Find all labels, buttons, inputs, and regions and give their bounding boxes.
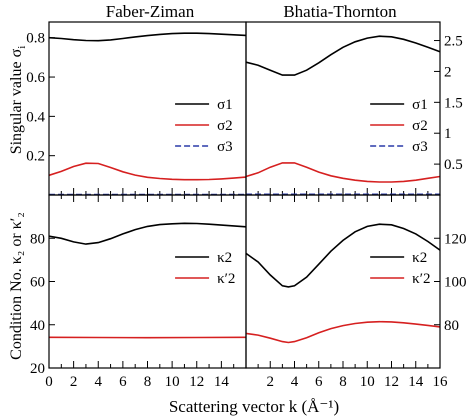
x-tick-label-bottom-left: 6: [119, 374, 127, 390]
y-tick-label-top-left: 0.2: [26, 149, 45, 165]
x-tick-label-bottom-left: 4: [95, 374, 103, 390]
y-tick-label-bottom-right: 80: [444, 318, 459, 334]
panel-title-left: Faber-Ziman: [106, 2, 195, 21]
y-axis-title-bottom: Condition No. κ₂ or κ′₂: [8, 212, 25, 360]
x-tick-label-bottom-left: 14: [214, 374, 230, 390]
panel-frame-bottom-right: [245, 194, 441, 369]
y-tick-label-top-right: 1.5: [444, 95, 463, 111]
x-tick-label-bottom-left: 10: [165, 374, 180, 390]
plot-layer: 0.20.40.60.8σ1σ2σ30.511.522.5σ1σ2σ320406…: [26, 21, 467, 390]
x-tick-label-bottom-left: 2: [70, 374, 78, 390]
legend-label-top-left-0: σ1: [217, 97, 233, 113]
legend-label-bottom-right-1: κ′2: [412, 271, 430, 287]
y-tick-label-top-left: 0.6: [26, 70, 45, 86]
y-tick-label-top-left: 0.4: [26, 109, 45, 125]
x-tick-label-bottom-left: 8: [144, 374, 152, 390]
y-axis-title-top: Singular value σi: [8, 46, 28, 155]
y-tick-label-bottom-left: 20: [30, 361, 45, 377]
legend-label-top-right-2: σ3: [412, 139, 428, 155]
series-line-bottom-right-1: [245, 320, 441, 344]
y-tick-label-bottom-left: 60: [30, 275, 45, 291]
y-axis-title-top-subscript: i: [16, 46, 28, 49]
x-tick-label-bottom-right: 4: [291, 374, 299, 390]
x-tick-label-bottom-right: 2: [267, 374, 275, 390]
series-line-top-right-0: [245, 35, 441, 76]
x-tick-label-bottom-left: 0: [45, 374, 53, 390]
y-tick-label-bottom-right: 100: [444, 275, 467, 291]
y-tick-label-bottom-right: 120: [444, 231, 467, 247]
x-tick-label-bottom-right: 8: [339, 374, 347, 390]
series-line-top-left-0: [48, 32, 247, 42]
y-tick-label-top-left: 0.8: [26, 31, 45, 47]
y-axis-title-top-text: Singular value σ: [8, 48, 25, 154]
legend-label-bottom-left-0: κ2: [217, 250, 232, 266]
y-tick-label-bottom-left: 40: [30, 318, 45, 334]
y-tick-label-top-right: 0.5: [444, 157, 463, 173]
y-tick-label-top-right: 2: [444, 64, 452, 80]
panel-title-right: Bhatia-Thornton: [283, 2, 397, 21]
x-tick-label-bottom-left: 12: [189, 374, 204, 390]
legend-label-top-left-2: σ3: [217, 139, 233, 155]
x-tick-label-bottom-right: 16: [433, 374, 449, 390]
series-line-top-right-1: [245, 162, 441, 183]
series-line-bottom-right-0: [245, 223, 441, 288]
x-tick-label-bottom-right: 10: [360, 374, 375, 390]
y-tick-label-top-right: 1: [444, 126, 452, 142]
series-line-top-left-1: [48, 162, 247, 181]
legend-label-top-right-0: σ1: [412, 97, 428, 113]
x-tick-label-bottom-right: 14: [408, 374, 424, 390]
legend-label-bottom-right-0: κ2: [412, 250, 427, 266]
series-line-bottom-left-0: [48, 222, 247, 245]
x-tick-label-bottom-right: 12: [384, 374, 399, 390]
legend-label-top-right-1: σ2: [412, 118, 428, 134]
x-axis-title: Scattering vector k (Å⁻¹): [169, 397, 339, 416]
x-tick-label-bottom-right: 6: [315, 374, 323, 390]
legend-label-top-left-1: σ2: [217, 118, 233, 134]
legend-label-bottom-left-1: κ′2: [217, 271, 235, 287]
y-tick-label-top-right: 2.5: [444, 34, 463, 50]
y-tick-label-bottom-left: 80: [30, 231, 45, 247]
